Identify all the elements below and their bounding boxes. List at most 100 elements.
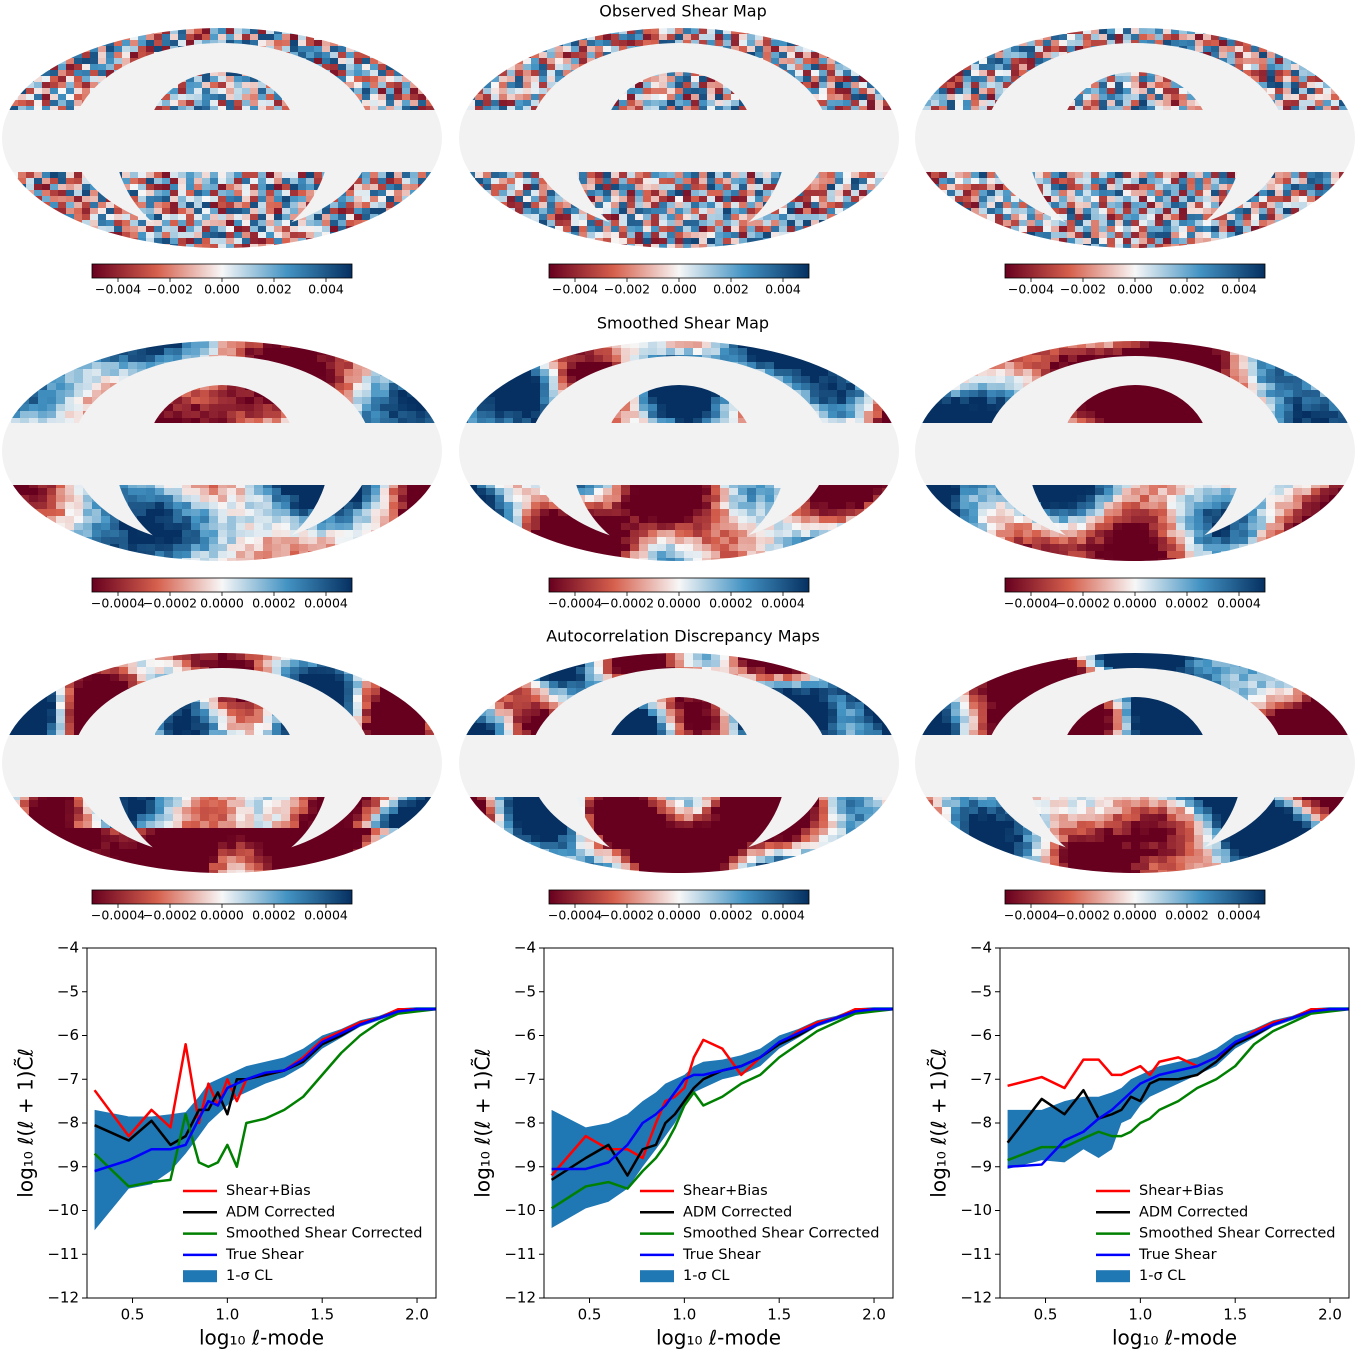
map-pixel	[774, 383, 784, 391]
map-pixel	[173, 488, 183, 496]
map-pixel	[979, 76, 988, 83]
map-pixel	[1171, 226, 1180, 233]
map-pixel	[699, 214, 708, 221]
map-pixel	[522, 376, 532, 384]
map-pixel	[595, 52, 604, 59]
map-pixel	[643, 178, 652, 185]
map-pixel	[683, 238, 692, 245]
map-pixel	[362, 52, 371, 59]
map-pixel	[250, 208, 259, 215]
map-pixel	[200, 544, 210, 552]
map-pixel	[792, 355, 802, 363]
map-pixel	[308, 397, 318, 405]
map-pixel	[1211, 106, 1220, 113]
map-pixel	[811, 64, 820, 71]
map-pixel	[210, 226, 219, 233]
map-pixel	[362, 362, 372, 370]
map-pixel	[747, 94, 756, 101]
map-pixel	[739, 70, 748, 77]
map-pixel	[715, 64, 724, 71]
map-pixel	[200, 390, 210, 398]
map-pixel	[459, 411, 469, 419]
map-pixel	[731, 226, 740, 233]
map-pixel	[66, 82, 75, 89]
map-pixel	[1067, 52, 1076, 59]
map-pixel	[1139, 64, 1148, 71]
map-pixel	[191, 390, 201, 398]
map-pixel	[795, 202, 804, 209]
map-pixel	[164, 551, 174, 559]
map-pixel	[154, 226, 163, 233]
map-pixel	[182, 418, 192, 426]
map-pixel	[290, 238, 299, 245]
map-pixel	[1083, 166, 1092, 173]
map-pixel	[1203, 166, 1212, 173]
map-pixel	[1155, 172, 1164, 179]
map-pixel	[34, 196, 43, 203]
map-pixel	[266, 190, 275, 197]
map-pixel	[354, 46, 363, 53]
map-pixel	[194, 52, 203, 59]
map-pixel	[274, 196, 283, 203]
map-pixel	[729, 397, 739, 405]
map-pixel	[146, 495, 156, 503]
map-pixel	[38, 509, 48, 517]
map-pixel	[827, 106, 836, 113]
map-pixel	[675, 28, 684, 35]
map-pixel	[939, 190, 948, 197]
map-pixel	[314, 58, 323, 65]
map-pixel	[595, 232, 604, 239]
map-pixel	[245, 404, 255, 412]
map-pixel	[346, 100, 355, 107]
map-pixel	[1067, 244, 1076, 251]
map-pixel	[702, 404, 712, 412]
map-pixel	[1235, 100, 1244, 107]
map-pixel	[263, 411, 273, 419]
map-pixel	[226, 46, 235, 53]
map-pixel	[675, 46, 684, 53]
map-pixel	[627, 214, 636, 221]
map-pixel	[1155, 184, 1164, 191]
map-pixel	[66, 70, 75, 77]
map-pixel	[915, 106, 924, 113]
map-pixel	[756, 390, 766, 398]
map-pixel	[771, 82, 780, 89]
map-pixel	[210, 70, 219, 77]
map-pixel	[110, 355, 120, 363]
map-pixel	[1123, 184, 1132, 191]
map-pixel	[290, 52, 299, 59]
map-pixel	[282, 88, 291, 95]
map-pixel	[630, 376, 640, 384]
map-pixel	[595, 214, 604, 221]
map-pixel	[155, 383, 165, 391]
map-pixel	[1179, 166, 1188, 173]
map-pixel	[114, 46, 123, 53]
map-pixel	[1243, 178, 1252, 185]
map-pixel	[491, 106, 500, 113]
map-pixel	[266, 184, 275, 191]
map-pixel	[1195, 208, 1204, 215]
map-pixel	[186, 52, 195, 59]
map-pixel	[162, 82, 171, 89]
map-pixel	[92, 530, 102, 538]
map-pixel	[154, 88, 163, 95]
map-pixel	[353, 537, 363, 545]
map-pixel	[651, 172, 660, 179]
map-pixel	[245, 369, 255, 377]
map-pixel	[146, 202, 155, 209]
map-pixel	[1091, 166, 1100, 173]
map-pixel	[1227, 76, 1236, 83]
map-pixel	[29, 509, 39, 517]
map-pixel	[282, 106, 291, 113]
map-pixel	[883, 106, 892, 113]
map-pixel	[122, 166, 131, 173]
map-pixel	[995, 46, 1004, 53]
map-pixel	[254, 397, 264, 405]
map-pixel	[1235, 34, 1244, 41]
map-pixel	[1235, 184, 1244, 191]
map-pixel	[707, 94, 716, 101]
map-pixel	[1291, 94, 1300, 101]
map-pixel	[1147, 208, 1156, 215]
map-pixel	[515, 208, 524, 215]
map-pixel	[202, 58, 211, 65]
